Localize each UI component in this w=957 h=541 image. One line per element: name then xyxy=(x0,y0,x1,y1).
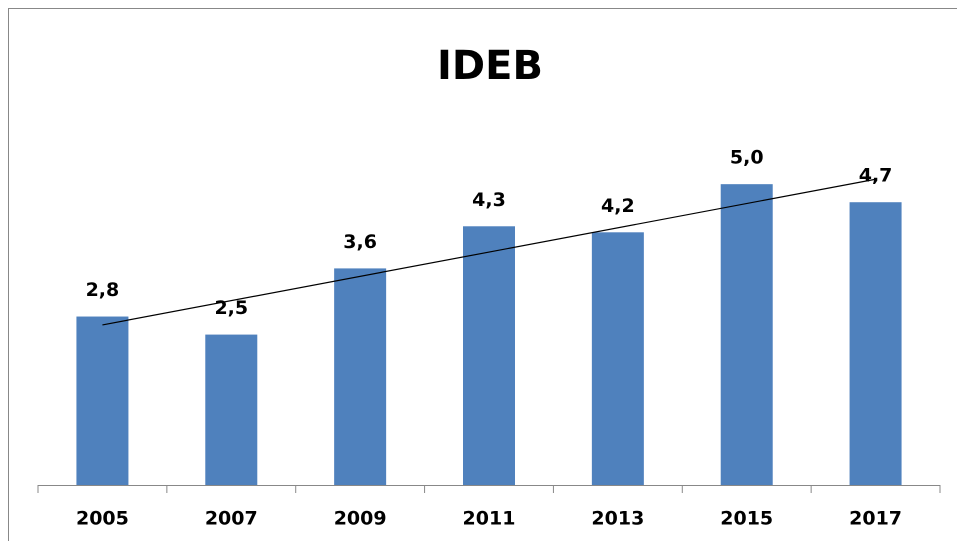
bar xyxy=(591,232,644,485)
value-label: 4,7 xyxy=(859,165,893,187)
value-label: 3,6 xyxy=(343,231,377,253)
trendline xyxy=(102,178,876,326)
x-tick-label: 2015 xyxy=(720,508,773,530)
x-tick-label: 2011 xyxy=(463,508,516,530)
bar xyxy=(720,184,773,485)
x-tick-label: 2017 xyxy=(849,508,902,530)
bar xyxy=(334,268,387,485)
value-label: 2,8 xyxy=(86,279,120,301)
value-label: 4,2 xyxy=(601,195,635,217)
x-tick-label: 2007 xyxy=(205,508,258,530)
value-label: 5,0 xyxy=(730,147,764,169)
bar xyxy=(463,226,515,486)
x-tick-label: 2005 xyxy=(76,508,129,530)
bar xyxy=(205,334,258,485)
chart-title: IDEB xyxy=(437,43,543,89)
bar xyxy=(76,316,129,485)
x-tick-label: 2009 xyxy=(334,508,387,530)
value-label: 4,3 xyxy=(472,189,506,211)
bar xyxy=(849,202,902,485)
x-tick-label: 2013 xyxy=(591,508,644,530)
